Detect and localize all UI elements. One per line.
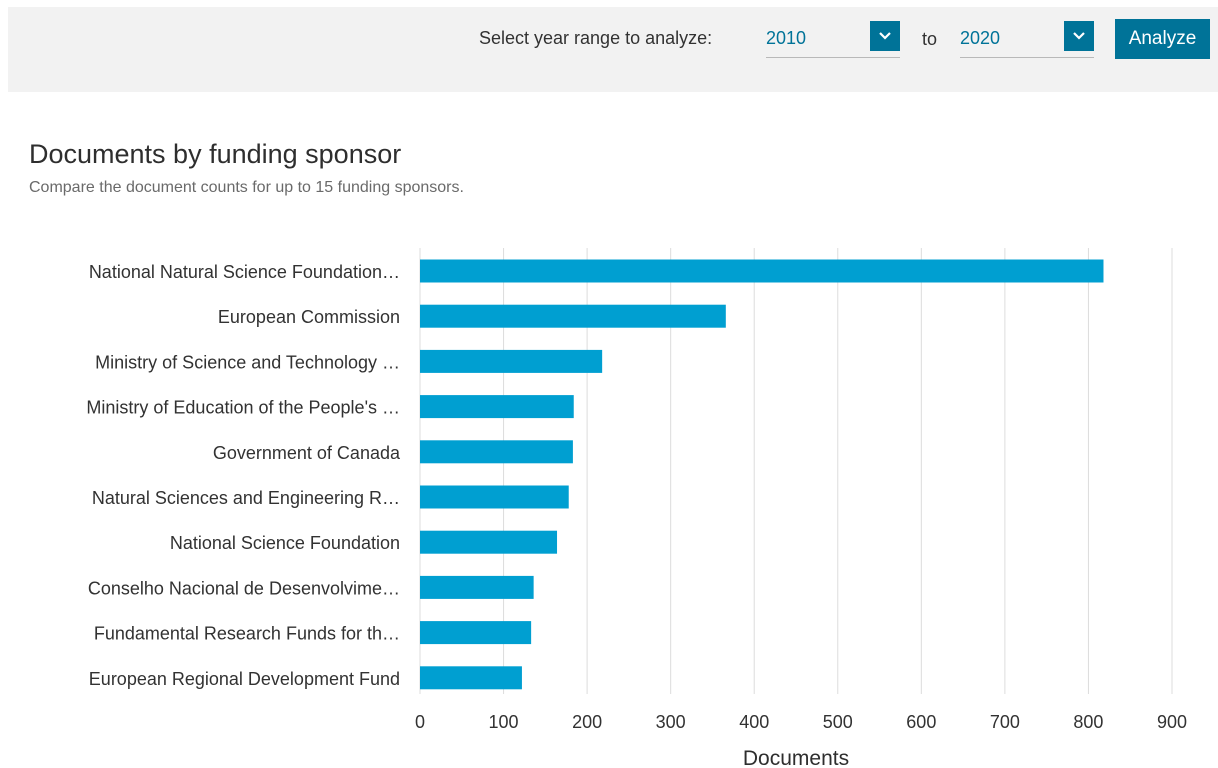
- from-year-select[interactable]: 2010: [766, 21, 900, 58]
- x-tick-label: 800: [1073, 712, 1103, 732]
- from-year-value: 2010: [766, 28, 807, 48]
- analyze-button[interactable]: Analyze: [1115, 19, 1210, 59]
- x-tick-label: 600: [906, 712, 936, 732]
- category-label: Government of Canada: [213, 443, 401, 463]
- x-tick-label: 900: [1157, 712, 1187, 732]
- bar[interactable]: [420, 485, 569, 509]
- x-tick-label: 700: [990, 712, 1020, 732]
- category-label: Fundamental Research Funds for th…: [94, 624, 400, 644]
- category-label: Natural Sciences and Engineering R…: [92, 488, 400, 508]
- bar[interactable]: [420, 575, 534, 599]
- chevron-down-icon[interactable]: [1064, 21, 1094, 51]
- category-label: National Science Foundation: [170, 533, 400, 553]
- bar[interactable]: [420, 666, 522, 690]
- chart-subtitle: Compare the document counts for up to 15…: [29, 179, 464, 196]
- bar[interactable]: [420, 349, 603, 373]
- x-tick-labels: 0 100 200 300 400 500 600 700 800 900: [415, 712, 1187, 732]
- category-label: European Commission: [218, 307, 400, 327]
- x-tick-label: 300: [656, 712, 686, 732]
- x-tick-label: 500: [823, 712, 853, 732]
- category-label: Ministry of Science and Technology …: [95, 352, 400, 372]
- chevron-down-icon[interactable]: [870, 21, 900, 51]
- year-range-label: Select year range to analyze:: [479, 28, 713, 48]
- category-label: Conselho Nacional de Desenvolvime…: [88, 578, 400, 598]
- year-range-toolbar: Select year range to analyze: 2010 to 20…: [8, 7, 1218, 92]
- x-axis-label: Documents: [743, 747, 849, 768]
- bar[interactable]: [420, 304, 726, 328]
- to-year-value: 2020: [960, 28, 1001, 48]
- category-label: National Natural Science Foundation…: [89, 262, 400, 282]
- bar[interactable]: [420, 621, 532, 645]
- category-label: Ministry of Education of the People's …: [86, 398, 400, 418]
- x-tick-label: 200: [572, 712, 602, 732]
- x-tick-label: 100: [489, 712, 519, 732]
- chart-title: Documents by funding sponsor: [29, 139, 402, 169]
- bar[interactable]: [420, 440, 573, 464]
- category-labels: National Natural Science Foundation… Euro…: [86, 262, 401, 689]
- bar[interactable]: [420, 530, 558, 554]
- x-tick-label: 0: [415, 712, 425, 732]
- to-year-select[interactable]: 2020: [960, 21, 1094, 58]
- category-label: European Regional Development Fund: [89, 669, 400, 689]
- bar[interactable]: [420, 259, 1104, 283]
- bars: [420, 259, 1104, 690]
- to-label: to: [922, 29, 938, 49]
- bar[interactable]: [420, 395, 574, 419]
- x-tick-label: 400: [739, 712, 769, 732]
